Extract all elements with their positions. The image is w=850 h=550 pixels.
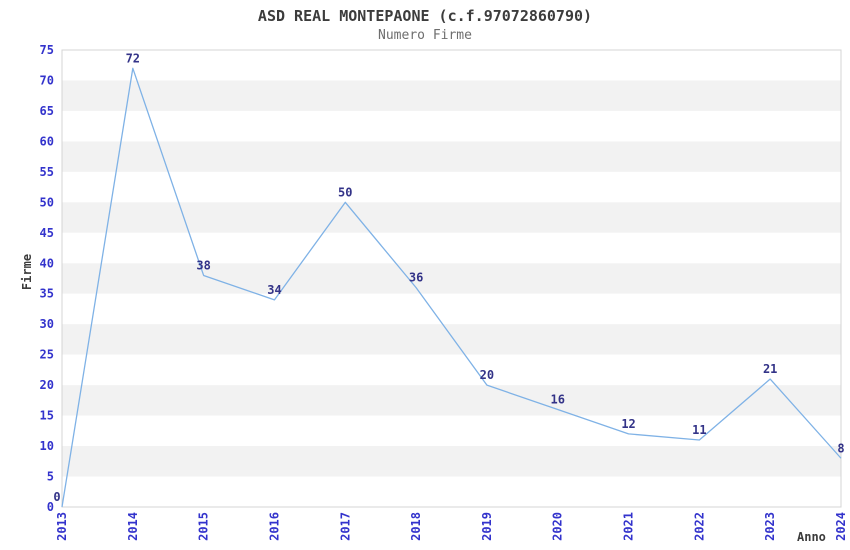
- x-tick-label: 2015: [197, 512, 211, 541]
- x-tick-label: 2022: [692, 512, 706, 541]
- y-tick-label: 35: [40, 287, 54, 301]
- data-label: 8: [837, 441, 844, 455]
- grid-band: [62, 232, 841, 264]
- data-label: 0: [53, 490, 60, 504]
- grid-band: [62, 446, 841, 477]
- grid-band: [62, 202, 841, 233]
- y-tick-label: 25: [40, 348, 54, 362]
- grid-band: [62, 385, 841, 416]
- grid-band: [62, 293, 841, 325]
- grid-band: [62, 110, 841, 142]
- data-label: 21: [763, 362, 777, 376]
- chart-subtitle: Numero Firme: [378, 28, 472, 43]
- x-tick-label: 2019: [480, 512, 494, 541]
- y-tick-label: 60: [40, 134, 54, 148]
- data-label: 11: [692, 423, 706, 437]
- data-label: 16: [551, 393, 565, 407]
- grid-band: [62, 141, 841, 172]
- chart-title: ASD REAL MONTEPAONE (c.f.97072860790): [257, 7, 593, 25]
- y-tick-label: 5: [47, 470, 54, 484]
- data-label: 72: [126, 51, 140, 65]
- grid-band: [62, 415, 841, 447]
- y-tick-label: 65: [40, 104, 54, 118]
- x-axis-title: Anno: [797, 530, 826, 544]
- x-tick-label: 2023: [763, 512, 777, 541]
- x-tick-label: 2014: [126, 512, 140, 541]
- y-tick-label: 20: [40, 378, 54, 392]
- y-tick-label: 55: [40, 165, 54, 179]
- data-label: 38: [196, 258, 210, 272]
- plot-border: [61, 49, 842, 508]
- x-tick-label: 2016: [267, 512, 281, 541]
- y-tick-label: 70: [40, 73, 54, 87]
- x-tick-label: 2018: [409, 512, 423, 541]
- y-tick-label: 10: [40, 439, 54, 453]
- y-tick-label: 30: [40, 317, 54, 331]
- grid-band: [62, 324, 841, 355]
- grid-band: [62, 171, 841, 203]
- x-tick-label: 2017: [338, 512, 352, 541]
- data-label: 12: [621, 417, 635, 431]
- y-tick-label: 50: [40, 195, 54, 209]
- grid-band: [62, 263, 841, 294]
- x-tick-label: 2013: [55, 512, 69, 541]
- x-tick-label: 2020: [551, 512, 565, 541]
- y-tick-label: 75: [40, 43, 54, 57]
- y-tick-label: 15: [40, 409, 54, 423]
- grid-band: [62, 476, 841, 507]
- y-tick-label: 0: [47, 500, 54, 514]
- data-label: 36: [409, 271, 423, 285]
- x-tick-label: 2021: [622, 512, 636, 541]
- data-label: 20: [480, 368, 494, 382]
- grid-band: [62, 354, 841, 386]
- data-label: 50: [338, 185, 352, 199]
- y-tick-label: 45: [40, 226, 54, 240]
- data-label: 34: [267, 283, 281, 297]
- x-tick-label: 2024: [834, 512, 848, 541]
- data-line: [61, 67, 842, 508]
- grid-band: [62, 80, 841, 111]
- y-tick-label: 40: [40, 256, 54, 270]
- grid-band: [62, 50, 841, 81]
